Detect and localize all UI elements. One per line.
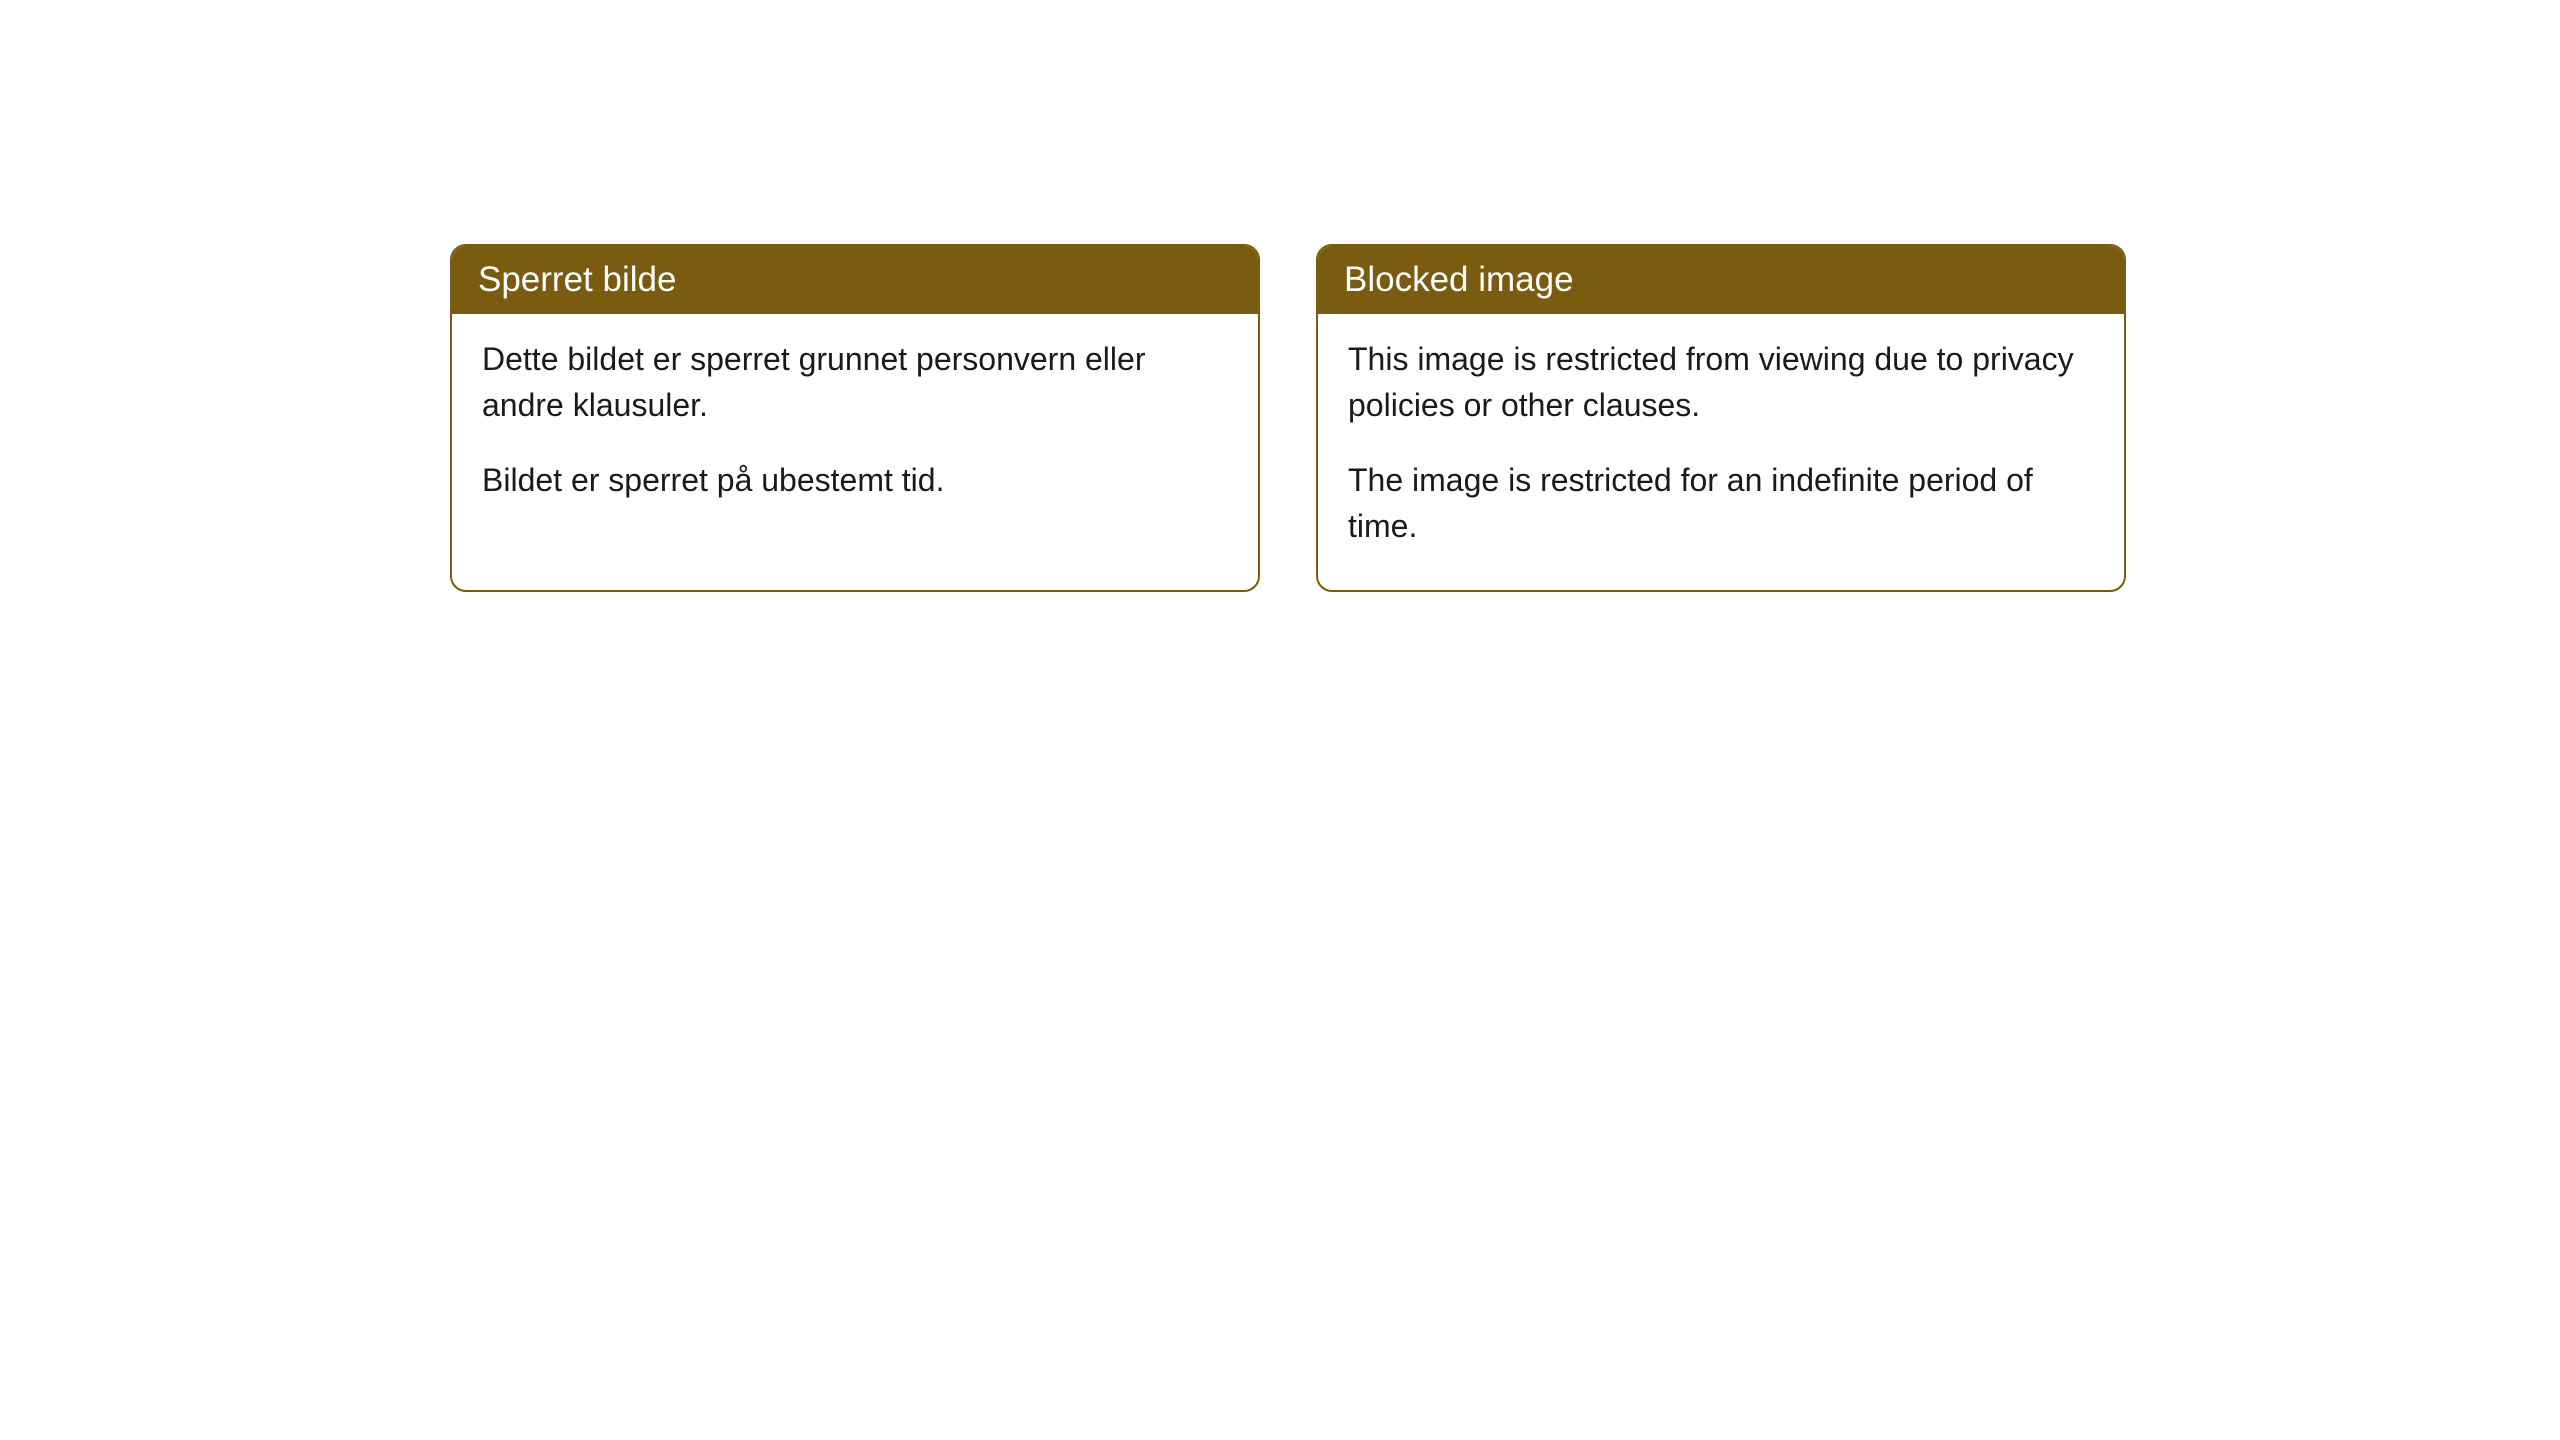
card-body-en: This image is restricted from viewing du… [1318, 314, 2124, 590]
card-para2: Bildet er sperret på ubestemt tid. [482, 457, 1228, 503]
card-para1: Dette bildet er sperret grunnet personve… [482, 336, 1228, 429]
notice-card-no: Sperret bilde Dette bildet er sperret gr… [450, 244, 1260, 592]
notice-cards-container: Sperret bilde Dette bildet er sperret gr… [450, 244, 2126, 592]
card-header-text: Blocked image [1344, 260, 1574, 299]
card-header-text: Sperret bilde [478, 260, 676, 299]
card-header-no: Sperret bilde [452, 246, 1258, 314]
card-body-no: Dette bildet er sperret grunnet personve… [452, 314, 1258, 543]
card-header-en: Blocked image [1318, 246, 2124, 314]
card-para2: The image is restricted for an indefinit… [1348, 457, 2094, 550]
notice-card-en: Blocked image This image is restricted f… [1316, 244, 2126, 592]
card-para1: This image is restricted from viewing du… [1348, 336, 2094, 429]
